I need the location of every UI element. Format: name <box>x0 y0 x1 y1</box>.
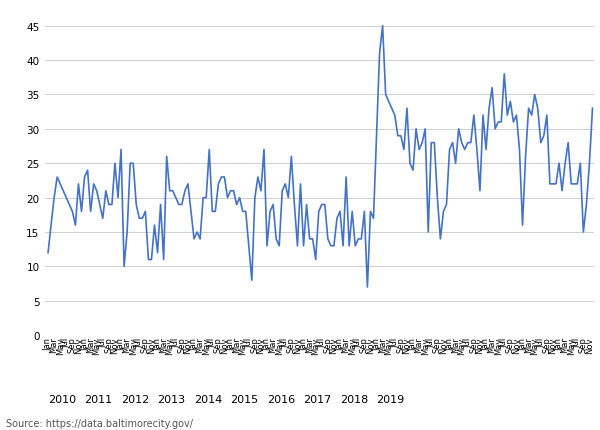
Text: 2011: 2011 <box>85 393 113 404</box>
Text: 2010: 2010 <box>48 393 76 404</box>
Text: 2012: 2012 <box>121 393 149 404</box>
Text: 2017: 2017 <box>304 393 332 404</box>
Text: 2013: 2013 <box>158 393 185 404</box>
Text: 2016: 2016 <box>267 393 295 404</box>
Text: 2014: 2014 <box>194 393 222 404</box>
Text: Source: https://data.baltimorecity.gov/: Source: https://data.baltimorecity.gov/ <box>6 418 193 428</box>
Text: 2015: 2015 <box>230 393 259 404</box>
Text: 2019: 2019 <box>377 393 405 404</box>
Text: 2018: 2018 <box>340 393 368 404</box>
